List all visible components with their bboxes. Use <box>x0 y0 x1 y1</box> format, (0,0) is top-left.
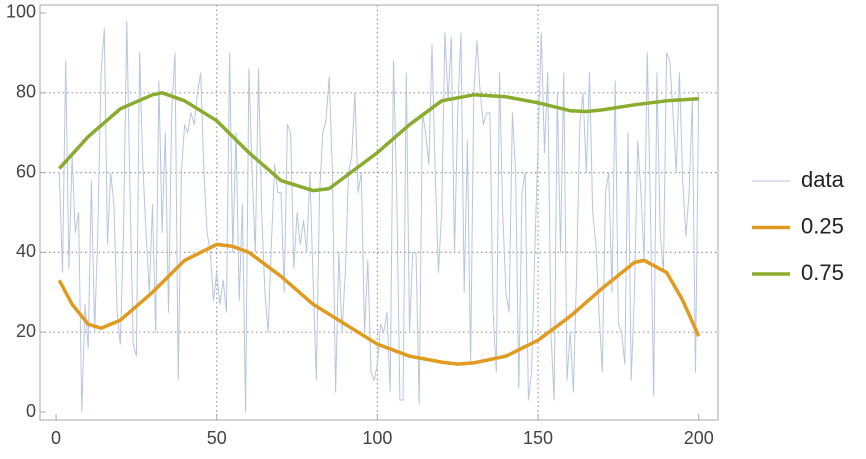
x-tick-label: 150 <box>523 428 553 448</box>
plot-frame <box>39 4 719 421</box>
quantile-curve <box>58 91 699 193</box>
x-tick-label: 100 <box>362 428 392 448</box>
legend-label: data <box>801 167 845 192</box>
y-tick-label: 60 <box>16 161 36 181</box>
quantile-curve <box>57 242 701 366</box>
x-tick-label: 50 <box>207 428 227 448</box>
y-tick-label: 0 <box>26 401 36 421</box>
y-tick-label: 100 <box>6 2 36 22</box>
legend-label: 0.75 <box>801 260 844 285</box>
x-tick-label: 200 <box>684 428 714 448</box>
y-tick-label: 20 <box>16 321 36 341</box>
legend-label: 0.25 <box>801 213 844 238</box>
y-tick-label: 40 <box>16 241 36 261</box>
x-tick-label: 0 <box>51 428 61 448</box>
y-tick-label: 80 <box>16 82 36 102</box>
data-line <box>58 20 700 413</box>
